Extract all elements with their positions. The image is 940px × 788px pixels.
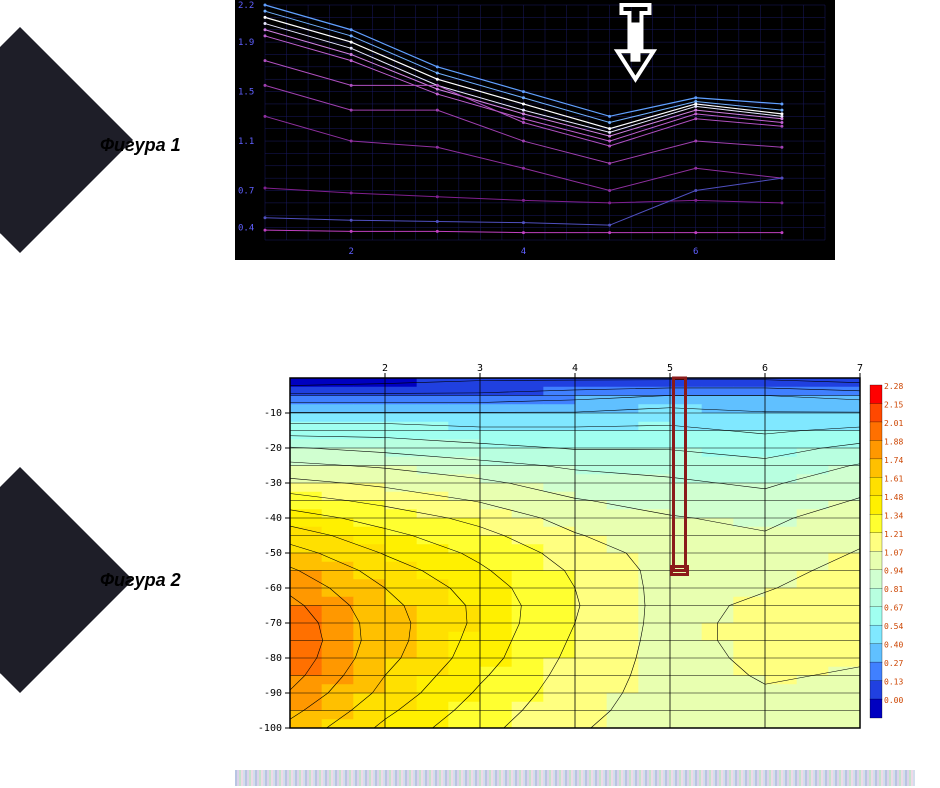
svg-text:4: 4 (572, 363, 578, 374)
svg-text:1.21: 1.21 (884, 530, 903, 539)
svg-text:1.07: 1.07 (884, 548, 903, 557)
svg-text:0.67: 0.67 (884, 604, 903, 613)
figure2-heatmap: 2 3 4 5 6 7 -10 -20 -30 -40 -50 -60 -70 -80 -90 -100 2.2… (235, 358, 915, 738)
svg-text:1.34: 1.34 (884, 511, 903, 520)
svg-text:3: 3 (477, 363, 483, 374)
svg-text:1.9: 1.9 (238, 38, 254, 48)
figure2-label: Фигура 2 (100, 570, 181, 591)
svg-text:5: 5 (667, 363, 673, 374)
svg-text:-90: -90 (264, 688, 282, 699)
svg-text:2.2: 2.2 (238, 1, 254, 11)
svg-text:0.7: 0.7 (238, 187, 254, 197)
svg-text:1.48: 1.48 (884, 493, 903, 502)
svg-text:0.54: 0.54 (884, 622, 903, 631)
svg-text:2: 2 (348, 247, 353, 257)
figure1-label: Фигура 1 (100, 135, 181, 156)
svg-text:-40: -40 (264, 513, 282, 524)
svg-text:-20: -20 (264, 443, 282, 454)
svg-text:1.88: 1.88 (884, 437, 903, 446)
svg-text:6: 6 (693, 247, 698, 257)
svg-text:-100: -100 (258, 723, 282, 734)
svg-text:1.74: 1.74 (884, 456, 903, 465)
svg-text:0.00: 0.00 (884, 696, 903, 705)
decorative-noise-bar (235, 770, 915, 786)
svg-text:-70: -70 (264, 618, 282, 629)
svg-text:0.13: 0.13 (884, 678, 903, 687)
svg-text:0.4: 0.4 (238, 224, 254, 234)
svg-text:2.01: 2.01 (884, 419, 903, 428)
svg-text:-80: -80 (264, 653, 282, 664)
svg-text:6: 6 (762, 363, 768, 374)
svg-text:1.61: 1.61 (884, 474, 903, 483)
svg-text:2.15: 2.15 (884, 400, 903, 409)
figure1-line-chart: 2 4 6 0.4 0.7 1.1 1.5 1.9 2.2 (235, 0, 835, 260)
svg-text:0.40: 0.40 (884, 641, 903, 650)
svg-text:0.94: 0.94 (884, 567, 903, 576)
svg-text:-60: -60 (264, 583, 282, 594)
svg-text:-50: -50 (264, 548, 282, 559)
svg-text:2.28: 2.28 (884, 382, 903, 391)
svg-text:1.1: 1.1 (238, 137, 254, 147)
svg-text:0.81: 0.81 (884, 585, 903, 594)
svg-text:-10: -10 (264, 408, 282, 419)
svg-text:7: 7 (857, 363, 863, 374)
svg-text:2: 2 (382, 363, 388, 374)
svg-text:4: 4 (521, 247, 526, 257)
svg-text:-30: -30 (264, 478, 282, 489)
svg-text:1.5: 1.5 (238, 88, 254, 98)
svg-text:0.27: 0.27 (884, 659, 903, 668)
